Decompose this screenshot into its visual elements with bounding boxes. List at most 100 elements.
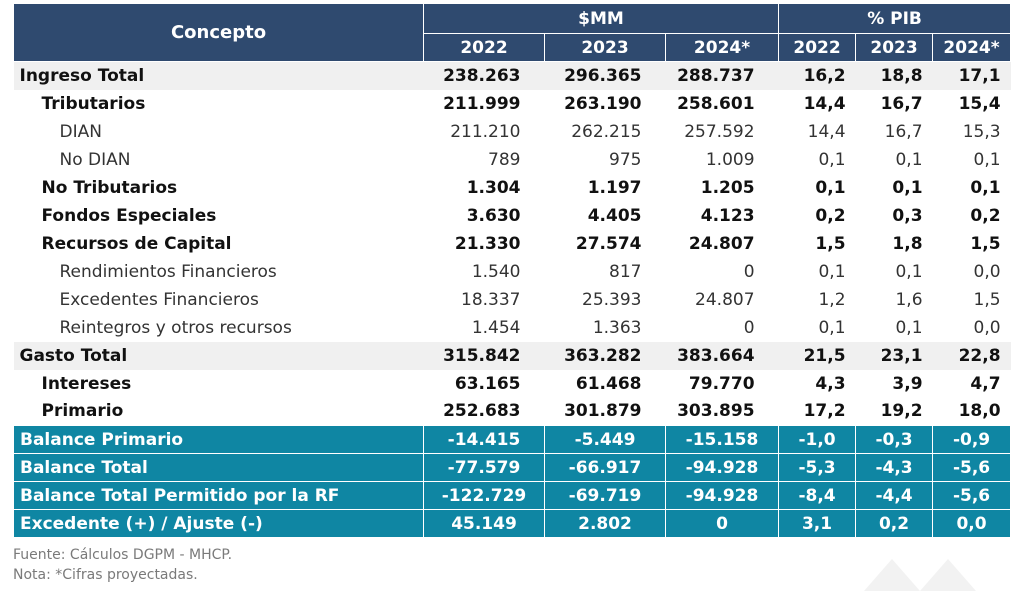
cell-mm: -5.449 (544, 425, 666, 454)
cell-pib: 15,4 (958, 93, 1001, 114)
cell-mm: -77.579 (423, 453, 545, 482)
table-row: Excedentes Financieros 18.337 25.393 24.… (14, 286, 1011, 314)
row-label: Balance Total (13, 453, 424, 482)
source-note: Fuente: Cálculos DGPM - MHCP. (13, 547, 233, 563)
cell-pib: 0,1 (892, 177, 923, 198)
cell-mm: -122.729 (423, 481, 545, 510)
cell-mm: 303.895 (677, 401, 755, 422)
cell-mm: -94.928 (664, 453, 780, 482)
cell-pib: 16,7 (884, 121, 923, 142)
cell-pib: 0,1 (970, 177, 1001, 198)
cell-mm: 296.365 (544, 61, 666, 90)
cell-pib: -4,3 (855, 453, 934, 482)
cell-mm: 301.879 (564, 401, 642, 422)
cell-pib: 1,2 (818, 289, 846, 310)
cell-mm: 79.770 (688, 373, 755, 394)
header-year: 2024* (932, 33, 1012, 62)
balance-row: Balance Total Permitido por la RF -122.7… (13, 481, 1012, 510)
cell-mm: 1.540 (471, 261, 521, 282)
cell-pib: -4,4 (855, 481, 934, 510)
cell-pib: 0,1 (818, 149, 846, 170)
cell-mm: 0 (743, 317, 755, 338)
cell-pib: 0,1 (895, 149, 923, 170)
cell-pib: -0,9 (932, 425, 1012, 454)
row-label: DIAN (59, 121, 102, 142)
cell-pib: 23,1 (855, 341, 933, 370)
row-label: Balance Total Permitido por la RF (13, 481, 424, 510)
cell-pib: -1,0 (778, 425, 857, 454)
cell-mm: -69.719 (544, 481, 666, 510)
projection-note: Nota: *Cifras proyectadas. (13, 567, 198, 583)
cell-mm: 1.197 (587, 177, 642, 198)
cell-pib: 0,1 (973, 149, 1001, 170)
cell-pib: 0,1 (815, 177, 846, 198)
cell-mm: 288.737 (665, 61, 779, 90)
row-label: No Tributarios (41, 177, 178, 198)
cell-mm: 24.807 (688, 233, 755, 254)
header-year: 2022 (778, 33, 857, 62)
header-year: 2023 (855, 33, 934, 62)
cell-pib: 0,0 (973, 261, 1001, 282)
balance-row: Excedente (+) / Ajuste (-) 45.149 2.802 … (13, 509, 1012, 538)
cell-pib: 16,7 (880, 93, 923, 114)
row-label: Reintegros y otros recursos (59, 317, 292, 338)
cell-mm: 258.601 (677, 93, 755, 114)
cell-mm: -94.928 (664, 481, 780, 510)
cell-pib: 0,1 (818, 317, 846, 338)
row-label: Balance Primario (13, 425, 424, 454)
row-label: Excedentes Financieros (59, 289, 259, 310)
row-label: Rendimientos Financieros (59, 261, 277, 282)
cell-mm: 63.165 (454, 373, 521, 394)
cell-mm: 61.468 (575, 373, 642, 394)
cell-mm: 21.330 (454, 233, 521, 254)
cell-mm: 27.574 (575, 233, 642, 254)
table-row: Recursos de Capital 21.330 27.574 24.807… (14, 230, 1011, 258)
cell-mm: 817 (609, 261, 642, 282)
cell-pib: 0,1 (895, 317, 923, 338)
table-row: Tributarios 211.999 263.190 258.601 14,4… (14, 90, 1011, 118)
row-label: Tributarios (41, 93, 146, 114)
row-label: Gasto Total (13, 341, 424, 370)
cell-pib: 0,2 (855, 509, 934, 538)
table-row: Intereses 63.165 61.468 79.770 4,3 3,9 4… (14, 370, 1011, 398)
header-concept: Concepto (13, 3, 424, 62)
row-label: Excedente (+) / Ajuste (-) (13, 509, 424, 538)
cell-pib: -8,4 (778, 481, 857, 510)
table-row: No DIAN 789 975 1.009 0,1 0,1 0,1 (14, 146, 1011, 174)
row-label: Recursos de Capital (41, 233, 232, 254)
cell-pib: 0,2 (970, 205, 1001, 226)
row-label: Primario (41, 401, 124, 422)
cell-mm: 263.190 (564, 93, 642, 114)
table-row: DIAN 211.210 262.215 257.592 14,4 16,7 1… (14, 118, 1011, 146)
balance-row: Balance Primario -14.415 -5.449 -15.158 … (13, 425, 1012, 454)
cell-mm: 975 (609, 149, 642, 170)
table-row: No Tributarios 1.304 1.197 1.205 0,1 0,1… (14, 174, 1011, 202)
cell-pib: 22,8 (932, 341, 1011, 370)
row-label: Ingreso Total (13, 61, 424, 90)
cell-pib: 1,5 (815, 233, 846, 254)
table-row: Reintegros y otros recursos 1.454 1.363 … (14, 314, 1011, 342)
cell-pib: -5,6 (932, 481, 1012, 510)
cell-mm: 0 (664, 509, 780, 538)
cell-mm: 211.999 (443, 93, 521, 114)
header-year: 2023 (544, 33, 666, 62)
cell-pib: 0,0 (973, 317, 1001, 338)
cell-pib: 17,1 (932, 61, 1011, 90)
cell-pib: 0,0 (932, 509, 1012, 538)
cell-pib: 15,3 (962, 121, 1001, 142)
cell-pib: 19,2 (880, 401, 923, 422)
table-row: Primario 252.683 301.879 303.895 17,2 19… (14, 398, 1011, 426)
cell-pib: 0,3 (892, 205, 923, 226)
cell-pib: 14,4 (803, 93, 846, 114)
cell-pib: -0,3 (855, 425, 934, 454)
cell-mm: 18.337 (461, 289, 521, 310)
cell-pib: 0,1 (818, 261, 846, 282)
cell-pib: 1,6 (895, 289, 923, 310)
table-row: Fondos Especiales 3.630 4.405 4.123 0,2 … (14, 202, 1011, 230)
cell-pib: 0,1 (895, 261, 923, 282)
cell-pib: 1,8 (892, 233, 923, 254)
cell-mm: 315.842 (423, 341, 545, 370)
cell-pib: 4,7 (970, 373, 1001, 394)
cell-pib: 14,4 (807, 121, 846, 142)
cell-mm: 789 (488, 149, 521, 170)
